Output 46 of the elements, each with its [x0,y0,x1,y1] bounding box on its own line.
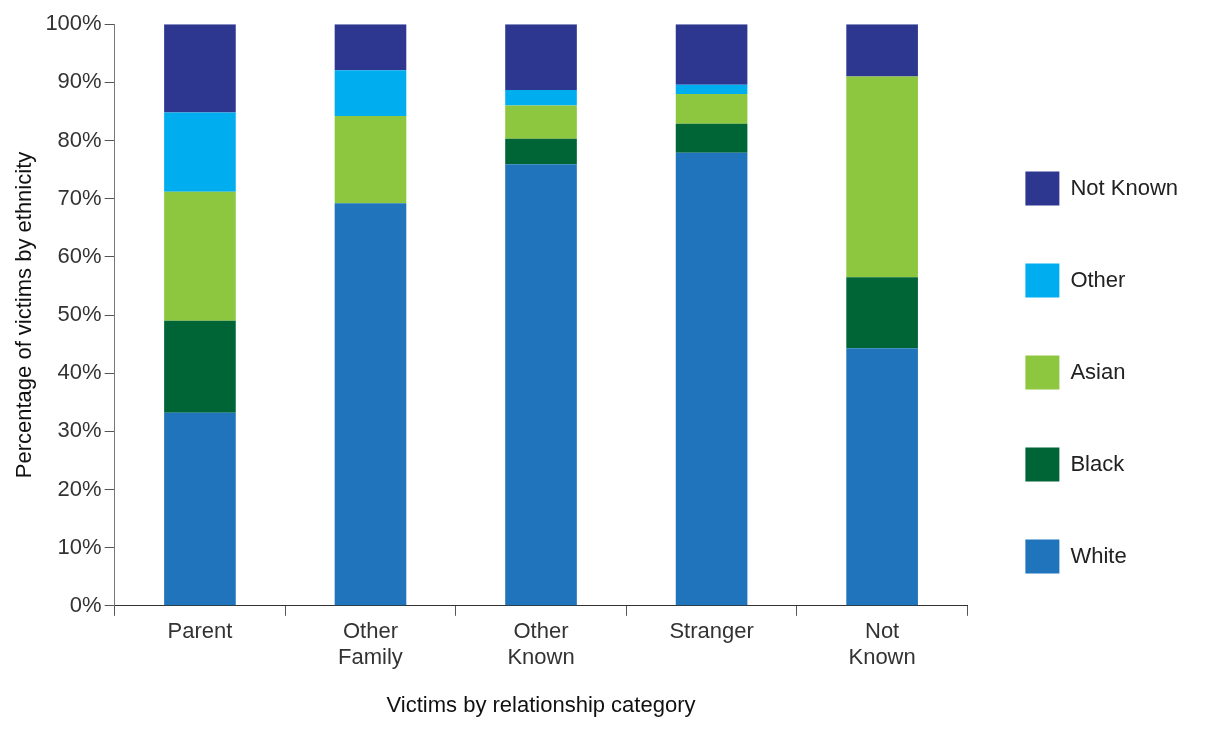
bar [675,152,748,606]
bar [675,84,748,94]
y-tick-label: 50% [57,301,102,327]
bar [164,320,236,413]
bar [164,112,236,192]
x-tick-label: Other Known [507,618,575,670]
bar [675,93,748,124]
bar [846,76,918,278]
bar [675,123,748,153]
y-tick-label: 20% [57,475,102,501]
bar [164,412,236,606]
x-tick-label: Other Family [338,618,403,670]
legend-label: Not Known [1070,174,1179,200]
bar [846,277,918,349]
legend-label: Other [1070,266,1126,292]
y-tick-label: 80% [57,126,102,152]
y-tick-label: 100% [45,10,102,36]
legend-label: White [1070,542,1127,568]
bar [505,138,577,165]
bar [505,164,577,606]
bar [505,24,577,90]
bar [334,116,407,204]
bar [164,191,236,321]
y-tick-label: 90% [57,68,102,94]
y-tick-label: 30% [57,417,102,443]
y-tick-label: 60% [57,242,102,268]
bar [334,203,407,606]
bar [505,105,577,139]
bar [846,348,918,606]
bar [505,89,577,106]
y-tick-label: 40% [57,359,102,385]
y-axis-title: Percentage of victims by ethnicity [11,151,37,479]
y-tick-label: 70% [57,184,102,210]
x-tick-label: Not Known [848,618,916,670]
legend-label: Asian [1070,358,1126,384]
bar [334,70,407,117]
bar [846,24,918,77]
legend-label: Black [1070,450,1126,476]
bar [675,24,748,85]
bar [334,24,407,71]
y-tick-label: 0% [69,591,102,617]
x-axis-title: Victims by relationship category [386,691,696,717]
x-tick-label: Parent [167,618,233,644]
y-tick-label: 10% [57,533,102,559]
x-tick-label: Stranger [669,618,754,644]
bar [164,24,236,113]
